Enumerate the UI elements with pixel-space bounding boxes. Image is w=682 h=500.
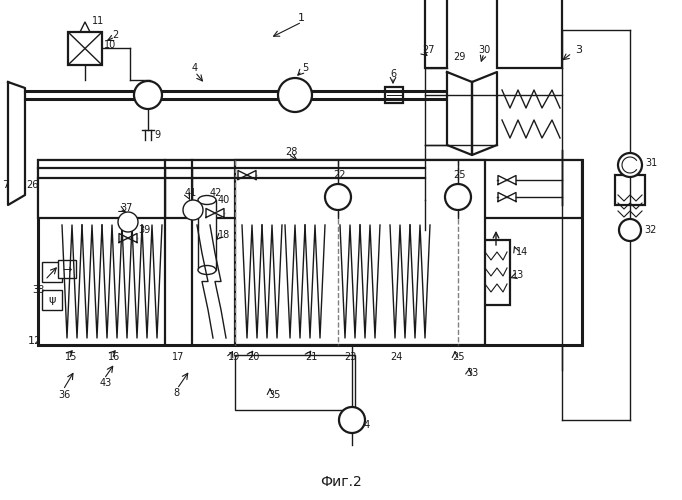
Text: 25: 25 [452, 352, 464, 362]
Text: 12: 12 [28, 336, 42, 346]
Text: 35: 35 [268, 390, 280, 400]
Text: 14: 14 [516, 247, 529, 257]
Bar [38, 160, 582, 345]
Text: 42: 42 [210, 188, 222, 198]
Polygon shape [507, 192, 516, 202]
Text: 10: 10 [104, 40, 116, 50]
Polygon shape [128, 234, 137, 242]
Text: 31: 31 [645, 158, 657, 168]
Text: 23: 23 [344, 352, 357, 362]
Text: 1: 1 [298, 13, 305, 23]
Circle shape [325, 184, 351, 210]
Text: 2: 2 [112, 30, 118, 40]
Polygon shape [119, 234, 128, 242]
Text: 8: 8 [173, 388, 179, 398]
Text: 40: 40 [218, 195, 231, 205]
Circle shape [134, 81, 162, 109]
Polygon shape [619, 219, 630, 241]
Text: 9: 9 [154, 130, 160, 140]
Text: Фиг.2: Фиг.2 [320, 475, 362, 489]
Ellipse shape [198, 266, 216, 274]
Polygon shape [507, 176, 516, 184]
Text: 26: 26 [26, 180, 38, 190]
Text: 30: 30 [478, 45, 490, 55]
Circle shape [118, 212, 138, 232]
Bar [235, 355, 355, 410]
Circle shape [445, 184, 471, 210]
Bar [42, 290, 62, 310]
Text: 18: 18 [218, 230, 231, 240]
Bar [38, 160, 582, 218]
Circle shape [619, 219, 641, 241]
Text: 25: 25 [453, 170, 466, 180]
Bar [385, 87, 403, 103]
Text: 27: 27 [422, 45, 434, 55]
Polygon shape [247, 170, 256, 179]
Text: 22: 22 [333, 170, 346, 180]
Bar [482, 240, 510, 305]
Text: 39: 39 [138, 225, 150, 235]
Bar [198, 200, 216, 270]
Bar [425, 0, 447, 68]
Polygon shape [215, 208, 224, 218]
Text: 24: 24 [390, 352, 402, 362]
Text: 3: 3 [575, 45, 582, 55]
Polygon shape [8, 82, 25, 205]
Text: 32: 32 [644, 225, 656, 235]
Text: 34: 34 [358, 420, 370, 430]
Circle shape [618, 153, 642, 177]
Text: 13: 13 [512, 270, 524, 280]
Ellipse shape [198, 196, 216, 204]
Text: 19: 19 [228, 352, 240, 362]
Bar [68, 32, 102, 65]
Polygon shape [206, 208, 215, 218]
Bar [615, 175, 645, 205]
Text: 28: 28 [285, 147, 297, 157]
Polygon shape [498, 192, 507, 202]
Text: →: → [62, 265, 72, 275]
Text: 4: 4 [192, 63, 198, 73]
Polygon shape [447, 72, 472, 155]
Bar [497, 0, 562, 68]
Polygon shape [472, 72, 497, 155]
Text: 41: 41 [185, 188, 197, 198]
Text: 43: 43 [100, 378, 113, 388]
Polygon shape [339, 407, 352, 433]
Text: 6: 6 [390, 69, 396, 79]
Text: 11: 11 [92, 16, 104, 26]
Text: 5: 5 [302, 63, 308, 73]
Text: 36: 36 [58, 390, 70, 400]
Text: G: G [290, 88, 300, 102]
Text: M: M [187, 205, 195, 215]
Text: 37: 37 [120, 203, 132, 213]
Bar [42, 262, 62, 282]
Polygon shape [498, 176, 507, 184]
Text: 7: 7 [2, 180, 9, 190]
Text: ψ: ψ [48, 295, 56, 305]
Bar [235, 160, 485, 345]
Text: 33: 33 [466, 368, 478, 378]
Text: 38: 38 [32, 285, 44, 295]
Circle shape [339, 407, 365, 433]
Text: 29: 29 [453, 52, 465, 62]
Text: 16: 16 [108, 352, 120, 362]
Text: 20: 20 [247, 352, 259, 362]
Circle shape [278, 78, 312, 112]
Text: 15: 15 [65, 352, 77, 362]
Text: 21: 21 [305, 352, 317, 362]
Polygon shape [134, 81, 148, 109]
Bar [58, 260, 76, 278]
Text: 17: 17 [172, 352, 184, 362]
Circle shape [183, 200, 203, 220]
Polygon shape [238, 170, 247, 179]
Text: M: M [122, 217, 130, 227]
